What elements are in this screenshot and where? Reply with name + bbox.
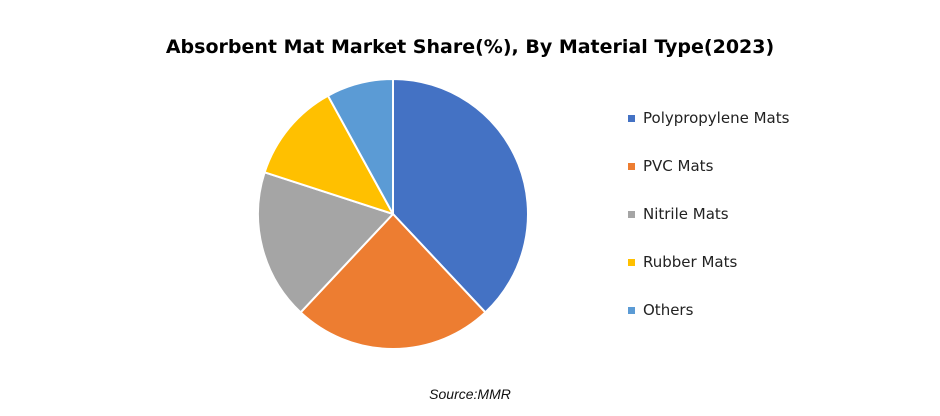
legend-item-rubber-mats: Rubber Mats: [628, 250, 928, 274]
pie-slice-pvc-mats: [299, 213, 487, 350]
pie-slices: [257, 78, 529, 350]
legend-swatch: [628, 306, 635, 314]
legend-item-polypropylene-mats: Polypropylene Mats: [628, 106, 928, 130]
legend-item-nitrile-mats: Nitrile Mats: [628, 202, 928, 226]
legend-swatch: [628, 210, 635, 218]
legend-item-others: Others: [628, 298, 928, 322]
legend-label: PVC Mats: [643, 157, 714, 175]
chart-legend: Polypropylene Mats PVC Mats Nitrile Mats Ru…: [628, 106, 928, 346]
legend-label: Others: [643, 301, 694, 319]
legend-swatch: [628, 162, 635, 170]
chart-title: Absorbent Mat Market Share(%), By Materi…: [165, 36, 775, 58]
pie-slice-others: [326, 78, 394, 215]
legend-swatch: [628, 258, 635, 266]
pie-slice-nitrile-mats: [257, 171, 394, 314]
legend-item-pvc-mats: PVC Mats: [628, 154, 928, 178]
pie-slice-polypropylene-mats: [392, 78, 529, 314]
legend-label: Rubber Mats: [643, 253, 738, 271]
legend-label: Nitrile Mats: [643, 205, 729, 223]
legend-swatch: [628, 114, 635, 122]
legend-label: Polypropylene Mats: [643, 109, 790, 127]
source-note: Source:MMR: [429, 386, 511, 402]
pie-slice-rubber-mats: [263, 94, 394, 215]
